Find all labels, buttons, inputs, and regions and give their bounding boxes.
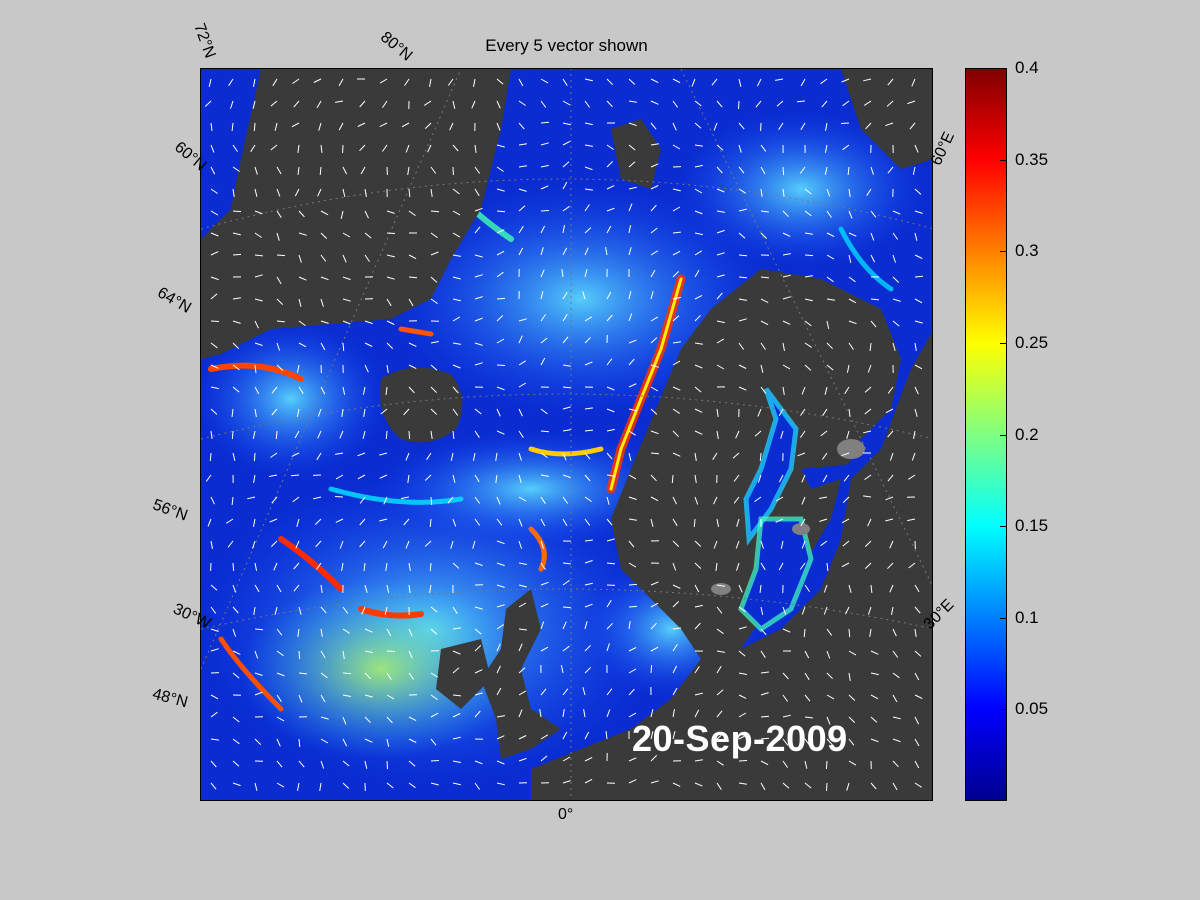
colorbar-tick-label: 0.2 [1015, 424, 1039, 444]
map-title: Every 5 vector shown [485, 36, 648, 55]
svalbard-land [611, 119, 661, 189]
colorbar-tick-mark [1000, 68, 1006, 69]
lat-label-56n: 56°N [150, 496, 190, 525]
colorbar-tick-label: 0.35 [1015, 149, 1049, 169]
colorbar-tick-mark [1000, 617, 1006, 619]
lon-label-0: 0° [558, 806, 574, 823]
lat-label-64n: 64°N [154, 284, 194, 317]
land-masses [201, 69, 932, 800]
current-vectors [204, 78, 924, 792]
colorbar [965, 68, 1007, 801]
iceland-land [380, 367, 463, 443]
colorbar-tick-label: 0.25 [1015, 332, 1049, 352]
lakes [711, 439, 865, 595]
colorbar-tick-label: 0.3 [1015, 241, 1039, 261]
ireland-land [436, 639, 491, 709]
lat-label-80n: 80°N [377, 28, 416, 65]
colorbar-tick-mark [1000, 709, 1006, 711]
novaya-zemlya-land [841, 69, 932, 169]
colorbar-tick-mark [1000, 251, 1006, 253]
greenland-land [201, 69, 511, 359]
colorbar-tick-label: 0.05 [1015, 699, 1049, 719]
date-stamp: 20-Sep-2009 [632, 718, 848, 759]
colorbar-tick-label: 0.1 [1015, 607, 1039, 627]
colorbar-tick-mark [1000, 159, 1006, 161]
map-panel [200, 68, 933, 801]
colorbar-tick-label: 0.15 [1015, 516, 1049, 536]
colorbar-tick-mark [1000, 342, 1006, 344]
scandinavia-land [531, 269, 932, 800]
colorbar-tick-mark [1000, 526, 1006, 528]
graticule [201, 69, 932, 800]
lat-label-48n: 48°N [150, 685, 190, 712]
map-canvas [201, 69, 932, 800]
colorbar-tick-label: 0.4 [1015, 58, 1039, 77]
colorbar-tick-mark [1000, 434, 1006, 436]
